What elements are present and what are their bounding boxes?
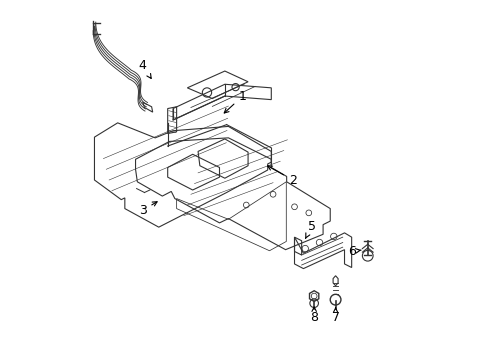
Text: 8: 8: [309, 307, 318, 324]
Text: 5: 5: [305, 220, 315, 238]
Text: 3: 3: [139, 202, 157, 217]
Text: 7: 7: [331, 308, 339, 324]
Text: 2: 2: [267, 166, 296, 186]
Text: 1: 1: [224, 90, 246, 113]
Text: 6: 6: [347, 245, 361, 258]
Text: 4: 4: [139, 59, 151, 78]
